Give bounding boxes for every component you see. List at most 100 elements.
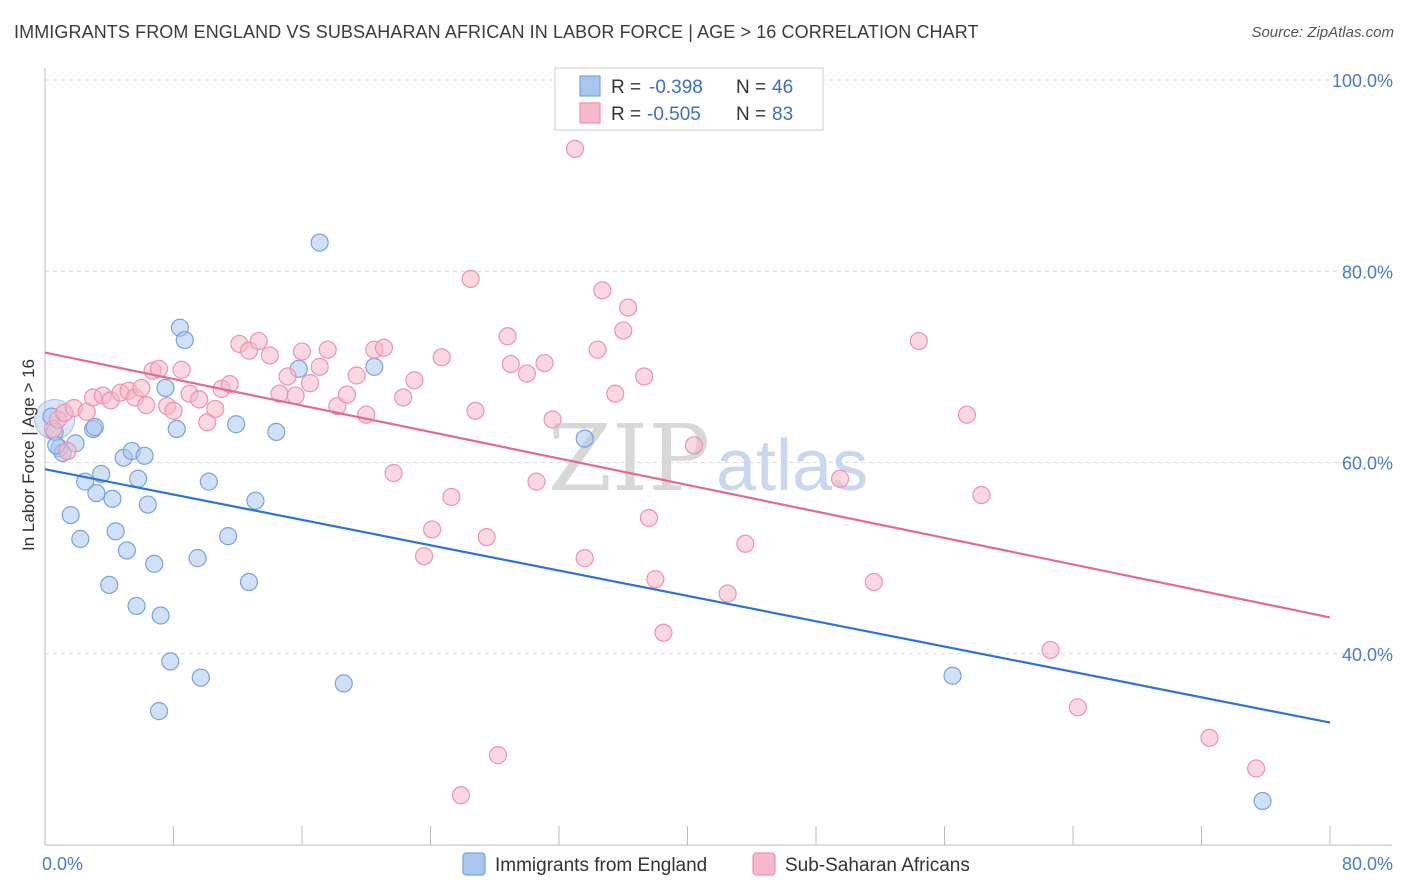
point-subsaharan-68 (646, 570, 665, 589)
point-subsaharan-79 (1068, 698, 1087, 717)
point-england-35 (246, 491, 265, 510)
point-subsaharan-44 (414, 547, 434, 566)
data-points (34, 139, 1272, 811)
chart-title: IMMIGRANTS FROM ENGLAND VS SUBSAHARAN AF… (14, 22, 979, 42)
point-subsaharan-54 (501, 354, 520, 374)
point-england-33 (227, 415, 246, 434)
y-tick-label-1: 60.0% (1342, 454, 1393, 474)
watermark: ZIP atlas (548, 405, 868, 512)
point-subsaharan-64 (614, 321, 633, 340)
point-england-18 (135, 446, 154, 465)
trend-line-england (44, 468, 1331, 724)
point-subsaharan-73 (830, 469, 850, 488)
watermark-atlas: atlas (716, 426, 868, 506)
point-subsaharan-74 (864, 572, 883, 592)
point-subsaharan-17 (172, 360, 191, 379)
trend-lines (44, 351, 1331, 724)
point-subsaharan-77 (972, 485, 991, 505)
point-subsaharan-33 (310, 357, 329, 376)
legend-n-label-england: N = (736, 77, 766, 98)
point-england-28 (175, 331, 194, 350)
point-subsaharan-14 (149, 359, 169, 378)
point-subsaharan-51 (477, 527, 496, 547)
x-tick-label-1: 80.0% (1342, 854, 1393, 874)
point-england-19 (138, 495, 157, 514)
point-subsaharan-60 (575, 549, 594, 568)
legend-n-value-england: 46 (772, 77, 793, 98)
point-england-36 (267, 422, 286, 441)
point-england-14 (117, 541, 137, 560)
point-subsaharan-49 (461, 269, 480, 288)
point-england-26 (167, 419, 186, 439)
point-england-38 (310, 233, 329, 252)
y-axis-title: In Labor Force | Age > 16 (19, 359, 38, 551)
point-subsaharan-63 (606, 384, 625, 403)
point-england-39 (334, 674, 353, 693)
series-legend: Immigrants from England Sub-Saharan Afri… (462, 852, 970, 876)
point-subsaharan-82 (58, 441, 77, 461)
point-subsaharan-70 (684, 436, 704, 455)
point-subsaharan-36 (337, 385, 357, 404)
gridlines (45, 79, 1392, 655)
point-subsaharan-19 (190, 390, 209, 409)
point-subsaharan-57 (535, 353, 554, 373)
point-england-9 (92, 464, 111, 484)
point-subsaharan-29 (278, 367, 297, 386)
legend-swatch-subsaharan (579, 102, 601, 124)
point-subsaharan-40 (374, 338, 394, 357)
source-credit: Source: ZipAtlas.com (1251, 24, 1394, 41)
point-england-13 (106, 522, 125, 541)
point-england-6 (71, 529, 90, 549)
point-subsaharan-16 (164, 401, 183, 420)
y-tick-label-0: 40.0% (1342, 645, 1393, 665)
point-subsaharan-34 (318, 340, 337, 359)
point-england-34 (239, 572, 259, 592)
point-subsaharan-67 (639, 508, 659, 528)
point-subsaharan-30 (286, 386, 305, 405)
point-england-31 (199, 472, 218, 491)
point-subsaharan-69 (654, 623, 673, 642)
y-tick-label-3: 100.0% (1332, 71, 1393, 91)
point-subsaharan-48 (451, 786, 471, 805)
point-subsaharan-42 (394, 388, 413, 407)
axes (44, 68, 1392, 846)
point-subsaharan-71 (718, 584, 737, 603)
legend-r-label-subsaharan: R = (611, 104, 641, 125)
legend-r-value-subsaharan: -0.505 (647, 104, 701, 125)
tick-labels: 40.0% 60.0% 80.0% 100.0% 0.0% 80.0% (42, 71, 1393, 874)
point-subsaharan-58 (543, 410, 562, 429)
point-england-30 (191, 668, 210, 687)
point-england-44 (1253, 791, 1272, 811)
trend-line-subsaharan (44, 351, 1331, 619)
point-subsaharan-27 (260, 346, 279, 365)
point-subsaharan-41 (384, 463, 403, 483)
point-england-17 (129, 469, 148, 488)
point-subsaharan-46 (432, 348, 451, 367)
point-subsaharan-23 (220, 374, 239, 394)
point-subsaharan-50 (466, 401, 485, 420)
point-england-32 (219, 527, 238, 546)
series-legend-swatch-subsaharan (752, 852, 776, 876)
point-subsaharan-75 (909, 331, 928, 351)
point-subsaharan-81 (1247, 759, 1266, 778)
point-subsaharan-11 (132, 378, 151, 398)
point-subsaharan-20 (198, 413, 217, 432)
point-subsaharan-43 (405, 371, 424, 390)
series-legend-label-england: Immigrants from England (495, 855, 707, 876)
legend-n-label-subsaharan: N = (736, 104, 766, 125)
point-subsaharan-45 (423, 520, 442, 539)
x-tick-label-0: 0.0% (42, 854, 83, 874)
point-subsaharan-26 (249, 331, 268, 351)
point-subsaharan-52 (488, 746, 508, 765)
series-legend-label-subsaharan: Sub-Saharan Africans (785, 855, 970, 876)
watermark-zip: ZIP (548, 405, 710, 512)
point-subsaharan-65 (618, 298, 638, 317)
point-subsaharan-59 (565, 139, 585, 158)
point-england-24 (161, 652, 180, 671)
point-subsaharan-78 (1041, 640, 1060, 660)
point-england-23 (151, 606, 170, 625)
legend-swatch-england (579, 75, 601, 97)
point-england-5 (61, 505, 80, 525)
point-subsaharan-61 (588, 340, 607, 359)
